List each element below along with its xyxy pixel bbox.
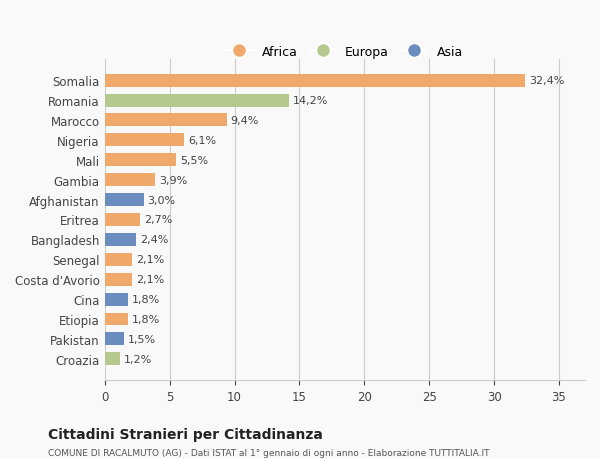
Bar (105, 234, 136, 246)
Bar (105, 74, 525, 87)
Text: 1,2%: 1,2% (124, 354, 152, 364)
Bar (105, 194, 143, 207)
Bar (105, 213, 140, 226)
Bar (105, 114, 227, 127)
Text: COMUNE DI RACALMUTO (AG) - Dati ISTAT al 1° gennaio di ogni anno - Elaborazione : COMUNE DI RACALMUTO (AG) - Dati ISTAT al… (48, 448, 490, 457)
Bar (105, 174, 155, 187)
Text: 2,1%: 2,1% (136, 255, 164, 265)
Text: 2,1%: 2,1% (136, 274, 164, 285)
Bar (105, 154, 176, 167)
Bar (105, 313, 128, 326)
Text: Cittadini Stranieri per Cittadinanza: Cittadini Stranieri per Cittadinanza (48, 427, 323, 441)
Text: 3,0%: 3,0% (148, 195, 176, 205)
Bar (105, 273, 132, 286)
Text: 3,9%: 3,9% (159, 175, 188, 185)
Text: 9,4%: 9,4% (230, 116, 259, 126)
Bar (105, 95, 289, 107)
Bar (105, 353, 121, 365)
Legend: Africa, Europa, Asia: Africa, Europa, Asia (222, 40, 468, 63)
Text: 1,5%: 1,5% (128, 334, 156, 344)
Text: 5,5%: 5,5% (180, 156, 208, 165)
Bar (105, 333, 124, 346)
Text: 2,7%: 2,7% (143, 215, 172, 225)
Bar (105, 134, 184, 147)
Text: 1,8%: 1,8% (132, 295, 160, 304)
Text: 14,2%: 14,2% (293, 96, 328, 106)
Text: 32,4%: 32,4% (529, 76, 565, 86)
Bar (105, 253, 132, 266)
Text: 1,8%: 1,8% (132, 314, 160, 325)
Bar (105, 293, 128, 306)
Text: 2,4%: 2,4% (140, 235, 168, 245)
Text: 6,1%: 6,1% (188, 135, 216, 146)
